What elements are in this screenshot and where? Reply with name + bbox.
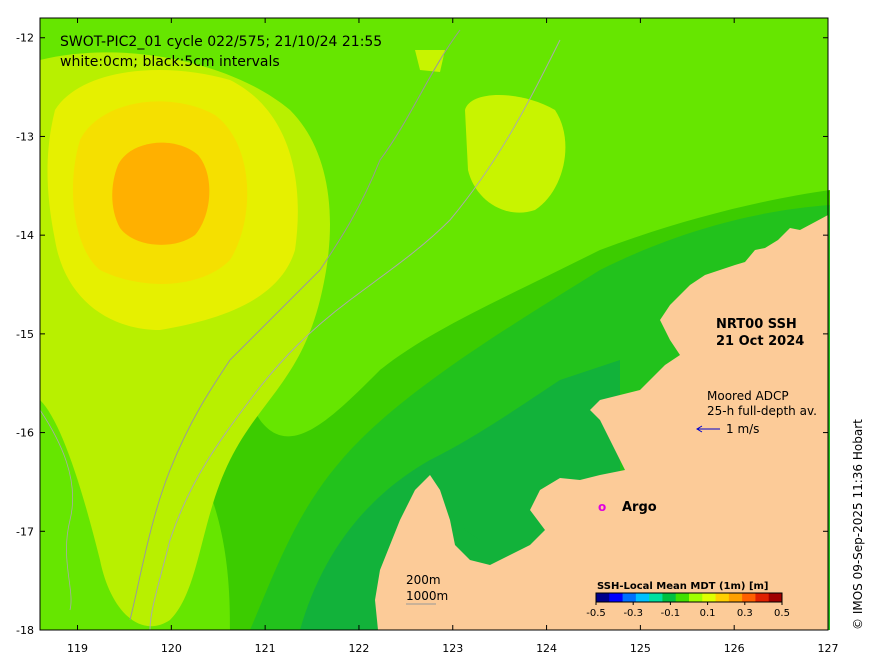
bay-detail <box>450 470 520 540</box>
x-tick-label: 122 <box>348 642 369 655</box>
adcp-scale: 1 m/s <box>726 422 759 436</box>
y-tick-label: -12 <box>16 32 34 45</box>
colorbar-tick-label: 0.3 <box>737 608 753 619</box>
y-tick-label: -13 <box>16 130 34 143</box>
colorbar-swatch <box>689 593 703 602</box>
colorbar-swatch <box>702 593 717 602</box>
colorbar-swatch <box>662 593 677 602</box>
y-tick-label: -15 <box>16 328 34 341</box>
colorbar-tick-label: 0.1 <box>700 608 716 619</box>
colorbar-title: SSH-Local Mean MDT (1m) [m] <box>597 581 769 592</box>
adcp-line1: Moored ADCP <box>707 389 789 403</box>
argo-label: Argo <box>622 500 657 515</box>
x-tick-label: 119 <box>67 642 88 655</box>
colorbar-swatch <box>635 593 650 602</box>
adcp-line2: 25-h full-depth av. <box>707 404 817 418</box>
isobath-legend-1000: 1000m <box>406 589 448 603</box>
colorbar-swatch <box>675 593 690 602</box>
colorbar-swatch <box>768 593 783 602</box>
credit-text: © IMOS 09-Sep-2025 11:36 Hobart <box>851 419 865 630</box>
product-line2: 21 Oct 2024 <box>716 334 804 349</box>
ssh-contour-orange <box>112 142 210 245</box>
plot-frame <box>39 17 829 631</box>
y-tick-label: -14 <box>16 229 34 242</box>
isobath-1000m <box>149 39 561 631</box>
colorbar-swatch <box>742 593 756 602</box>
colorbar-swatch <box>596 593 610 602</box>
colorbar: SSH-Local Mean MDT (1m) [m] -0.5 -0.3 -0.1… <box>586 581 790 619</box>
y-tick-label: -18 <box>16 624 34 637</box>
isobath-legend-200: 200m <box>406 573 441 587</box>
y-axis: -12 -13 -14 -15 -16 -17 -18 <box>16 32 828 637</box>
colorbar-swatch <box>622 593 637 602</box>
colorbar-swatch <box>609 593 624 602</box>
title-line2: white:0cm; black:5cm intervals <box>60 54 280 70</box>
colorbar-tick-label: -0.1 <box>661 608 681 619</box>
colorbar-swatch <box>728 593 743 602</box>
x-tick-label: 123 <box>442 642 463 655</box>
y-tick-label: -16 <box>16 427 34 440</box>
x-tick-label: 125 <box>630 642 651 655</box>
colorbar-tick-label: -0.3 <box>623 608 643 619</box>
colorbar-tick-label: -0.5 <box>586 608 606 619</box>
colorbar-swatch <box>649 593 663 602</box>
y-tick-label: -17 <box>16 525 34 538</box>
x-tick-label: 121 <box>255 642 276 655</box>
x-axis: 119 120 121 122 123 124 125 126 127 <box>67 18 839 655</box>
x-tick-label: 127 <box>818 642 839 655</box>
title-line1: SWOT-PIC2_01 cycle 022/575; 21/10/24 21:… <box>60 34 382 50</box>
x-tick-label: 126 <box>724 642 745 655</box>
adcp-arrowhead-icon <box>696 425 703 433</box>
colorbar-frame <box>595 592 783 603</box>
x-tick-label: 120 <box>161 642 182 655</box>
ssh-contour-mid2 <box>465 95 566 213</box>
ssh-contour-mid3 <box>415 50 445 72</box>
product-line1: NRT00 SSH <box>716 317 797 332</box>
argo-marker-icon: o <box>598 500 606 514</box>
isobath-extra <box>39 409 74 611</box>
x-tick-label: 124 <box>536 642 557 655</box>
isobath-200m <box>129 29 461 621</box>
colorbar-swatch <box>715 593 730 602</box>
land-kimberley <box>375 215 828 630</box>
colorbar-tick-label: 0.5 <box>774 608 790 619</box>
colorbar-swatch <box>755 593 770 602</box>
